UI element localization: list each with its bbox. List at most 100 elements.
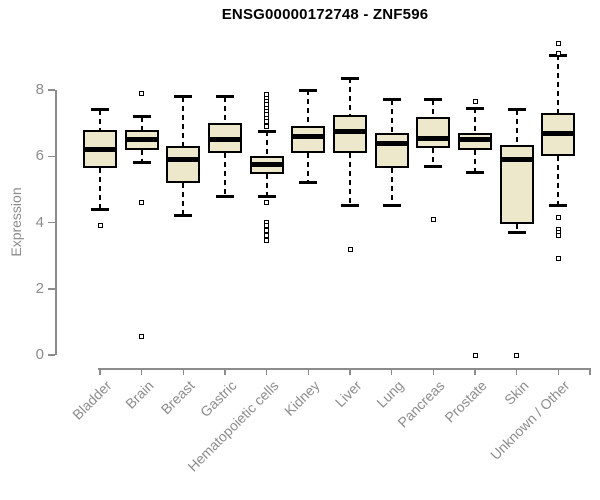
y-axis-tick-label: 2 bbox=[35, 279, 44, 297]
x-axis-tick bbox=[474, 368, 476, 375]
whisker-cap-upper bbox=[257, 129, 276, 133]
y-axis-tick-label: 6 bbox=[35, 147, 44, 165]
whisker-upper bbox=[265, 131, 268, 157]
whisker-upper bbox=[140, 116, 143, 130]
whisker-upper bbox=[515, 109, 518, 145]
whisker-cap-upper bbox=[466, 106, 484, 110]
whisker-cap-lower bbox=[91, 207, 109, 211]
whisker-lower bbox=[265, 174, 268, 196]
whisker-cap-lower bbox=[507, 230, 526, 234]
whisker-cap-lower bbox=[341, 204, 359, 208]
whisker-lower bbox=[182, 182, 185, 216]
median-line bbox=[543, 130, 574, 136]
x-axis-line bbox=[98, 368, 590, 370]
y-axis-tick-label: 4 bbox=[35, 213, 44, 231]
x-axis-tick bbox=[515, 368, 518, 375]
outlier-point bbox=[555, 215, 561, 221]
whisker-upper bbox=[307, 90, 310, 127]
iqr-box bbox=[166, 146, 201, 183]
y-axis-tick bbox=[48, 89, 55, 91]
median-line bbox=[85, 147, 115, 153]
whisker-cap-lower bbox=[424, 164, 443, 168]
outlier-point bbox=[430, 216, 436, 222]
median-line bbox=[376, 140, 407, 146]
outlier-point bbox=[472, 99, 478, 105]
y-axis-tick-label: 0 bbox=[35, 346, 44, 363]
whisker-cap-upper bbox=[341, 76, 359, 80]
whisker-cap-upper bbox=[91, 108, 109, 112]
whisker-lower bbox=[474, 149, 476, 173]
whisker-lower bbox=[390, 167, 393, 206]
whisker-cap-lower bbox=[132, 161, 151, 165]
whisker-cap-lower bbox=[549, 204, 568, 208]
x-axis-tick bbox=[307, 368, 310, 375]
x-axis-tick bbox=[432, 368, 435, 375]
median-line bbox=[210, 137, 240, 143]
median-line bbox=[335, 128, 365, 134]
x-axis-tick bbox=[557, 368, 560, 375]
whisker-lower bbox=[557, 156, 560, 206]
median-line bbox=[418, 135, 449, 141]
whisker-cap-lower bbox=[174, 214, 193, 218]
whisker-upper bbox=[349, 78, 351, 115]
outlier-point bbox=[264, 228, 270, 234]
whisker-cap-lower bbox=[216, 194, 234, 198]
whisker-cap-lower bbox=[299, 181, 318, 185]
whisker-cap-upper bbox=[174, 95, 193, 99]
x-axis-end-tick bbox=[589, 368, 591, 375]
median-line bbox=[460, 137, 490, 143]
median-line bbox=[168, 157, 199, 163]
whisker-lower bbox=[515, 224, 518, 233]
whisker-cap-upper bbox=[299, 88, 318, 92]
outlier-point bbox=[139, 200, 145, 206]
median-line bbox=[293, 133, 324, 139]
whisker-lower bbox=[432, 147, 435, 167]
whisker-upper bbox=[182, 96, 185, 147]
y-axis-line bbox=[55, 90, 57, 355]
outlier-point bbox=[264, 118, 270, 124]
outlier-point bbox=[139, 90, 145, 96]
whisker-cap-lower bbox=[382, 204, 401, 208]
y-axis-tick-label: 8 bbox=[35, 81, 44, 98]
outlier-point bbox=[555, 41, 561, 47]
whisker-upper bbox=[432, 99, 435, 117]
whisker-lower bbox=[99, 167, 101, 210]
chart-title: ENSG00000172748 - ZNF596 bbox=[221, 6, 429, 23]
x-axis-tick bbox=[390, 368, 393, 375]
iqr-box bbox=[291, 126, 326, 153]
outlier-point bbox=[347, 246, 353, 252]
whisker-upper bbox=[390, 99, 393, 134]
whisker-cap-upper bbox=[424, 98, 443, 102]
whisker-upper bbox=[99, 109, 101, 130]
outlier-point bbox=[555, 51, 561, 57]
whisker-cap-upper bbox=[382, 98, 401, 102]
outlier-point bbox=[139, 334, 145, 340]
x-axis-tick bbox=[265, 368, 268, 375]
y-axis-tick bbox=[48, 155, 55, 157]
whisker-lower bbox=[140, 149, 143, 163]
whisker-cap-lower bbox=[466, 171, 484, 175]
whisker-upper bbox=[557, 55, 560, 114]
outlier-point bbox=[264, 123, 270, 129]
whisker-lower bbox=[307, 152, 310, 183]
outlier-point bbox=[555, 233, 561, 239]
y-axis-tick bbox=[48, 221, 55, 224]
median-line bbox=[251, 162, 282, 168]
x-axis-tick bbox=[349, 368, 351, 375]
median-line bbox=[126, 137, 157, 143]
x-axis-tick bbox=[182, 368, 185, 375]
iqr-box bbox=[374, 133, 409, 168]
outlier-point bbox=[264, 200, 270, 206]
whisker-cap-upper bbox=[132, 115, 151, 118]
whisker-upper bbox=[474, 108, 476, 134]
outlier-point bbox=[514, 352, 520, 358]
whisker-upper bbox=[224, 96, 226, 124]
whisker-cap-upper bbox=[507, 108, 526, 112]
outlier-point bbox=[264, 233, 270, 239]
outlier-point bbox=[264, 238, 270, 244]
whisker-lower bbox=[349, 152, 351, 206]
median-line bbox=[501, 157, 532, 163]
x-axis-tick bbox=[224, 368, 226, 375]
whisker-lower bbox=[224, 152, 226, 196]
